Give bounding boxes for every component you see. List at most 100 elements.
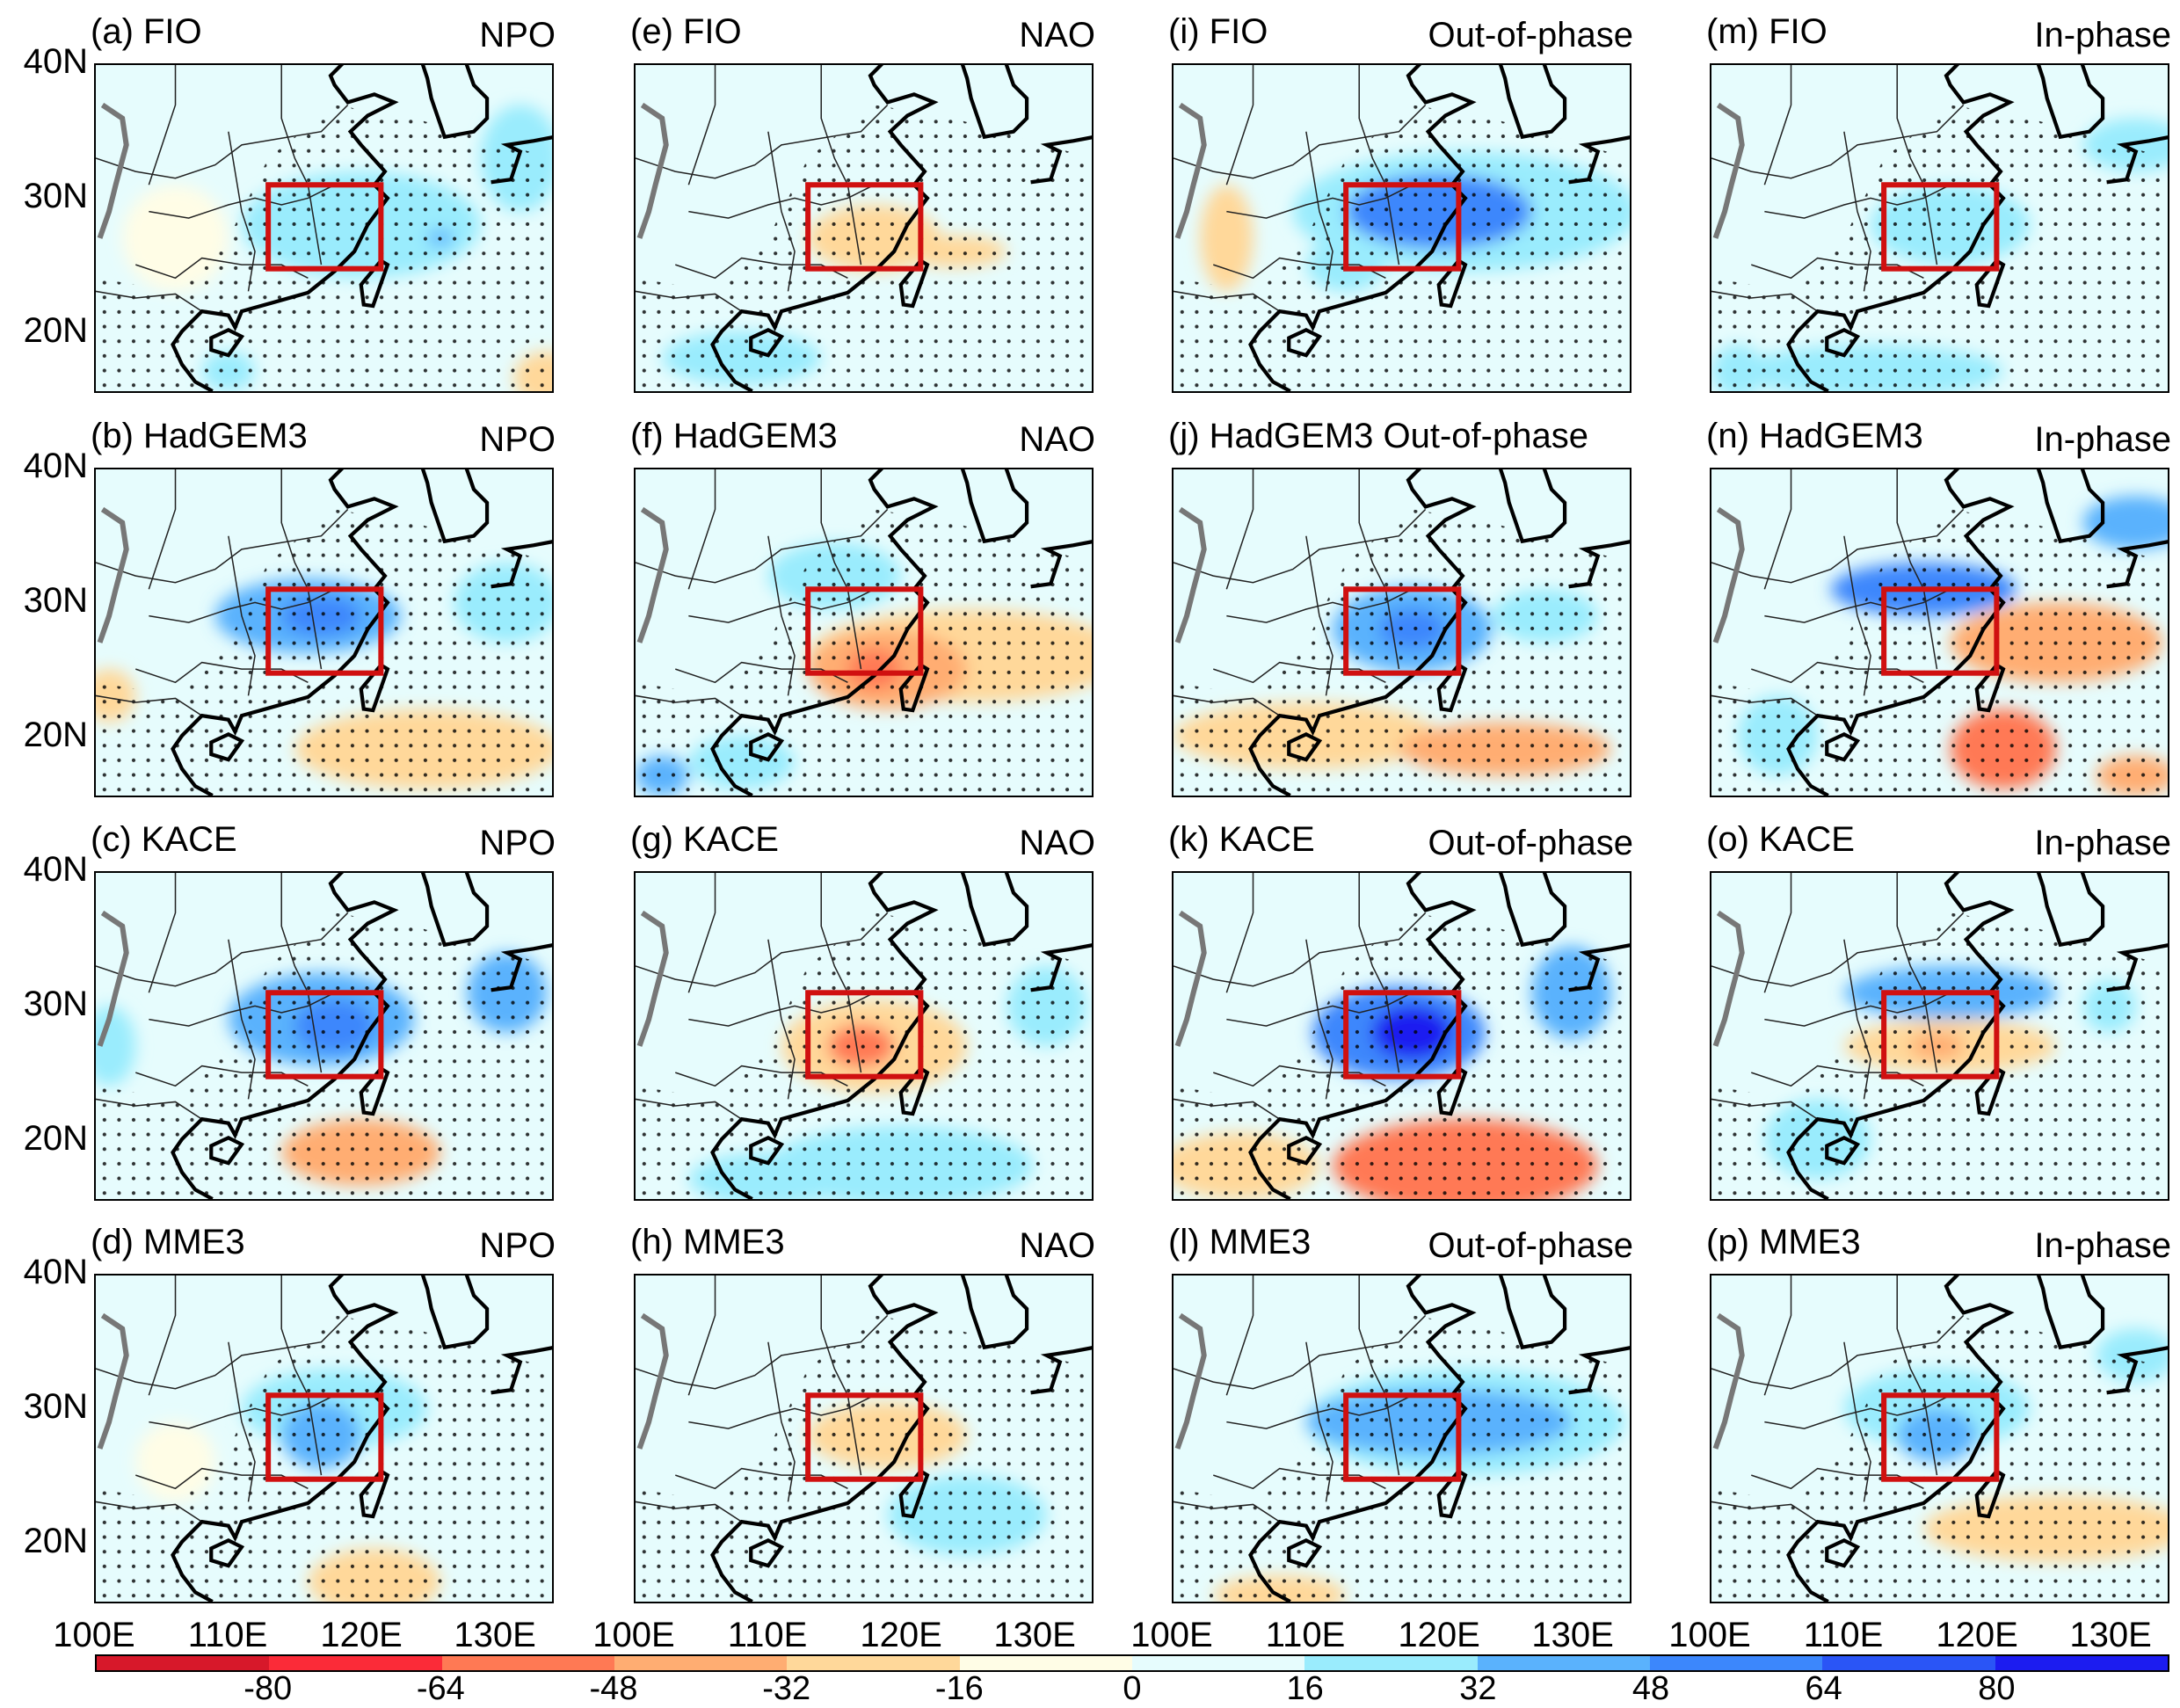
region-box [1343, 990, 1462, 1079]
map-panel: (p) MME3 In-phase [1706, 1223, 2171, 1603]
lon-tick-label: 130E [993, 1616, 1076, 1654]
panel-phase-label: In-phase [2034, 824, 2171, 862]
province-border [1305, 131, 1333, 292]
plateau-contour [636, 910, 669, 1047]
coastline [898, 1468, 930, 1519]
coastline [2036, 469, 2105, 544]
coastline [1030, 1346, 1092, 1395]
plateau-contour [97, 506, 129, 643]
province-border [1896, 469, 1938, 670]
coastline [359, 1468, 390, 1519]
significance-stippling [1174, 1315, 1630, 1602]
coastline [1974, 258, 2006, 309]
coastline [710, 1276, 939, 1602]
panel-phase-label: NAO [1019, 824, 1095, 862]
region-box [1343, 182, 1462, 272]
colorbar-tick-label: 64 [1805, 1670, 1842, 1707]
province-border [1896, 65, 1938, 265]
panel-title: (j) HadGEM3 Out-of-phase [1168, 417, 1588, 455]
province-border [96, 1501, 203, 1523]
province-border [1226, 588, 1413, 623]
province-border [228, 939, 256, 1100]
province-border [149, 588, 335, 623]
colorbar-tick-label: -48 [589, 1670, 638, 1707]
province-border [1174, 508, 1427, 584]
province-border [1225, 65, 1254, 185]
province-border [636, 1098, 743, 1120]
province-border [148, 469, 177, 590]
coastline [710, 873, 939, 1199]
region-box [1343, 586, 1462, 676]
panel-phase-label: NAO [1019, 420, 1095, 459]
significance-stippling [96, 105, 552, 391]
coastline [1248, 469, 1477, 796]
coastline [171, 469, 399, 796]
region-box [265, 586, 384, 676]
colorbar-tick-label: 16 [1286, 1670, 1324, 1707]
plateau-contour [97, 102, 129, 239]
coastline [1786, 65, 2015, 391]
province-border [687, 1276, 716, 1396]
colorbar-swatch [1995, 1656, 2168, 1670]
colorbar-tick-label: 0 [1123, 1670, 1142, 1707]
province-border [1764, 992, 1951, 1027]
coastline [420, 1276, 490, 1350]
coastline [490, 1346, 552, 1395]
coastline [710, 65, 939, 391]
province-border [1763, 873, 1792, 993]
province-border [820, 469, 862, 670]
province-border [1225, 873, 1254, 993]
significance-stippling [636, 509, 1092, 796]
lon-tick-label: 110E [727, 1616, 808, 1654]
map-plot [634, 871, 1094, 1201]
panel-title: (a) FIO [91, 12, 202, 51]
plateau-contour [1712, 910, 1745, 1047]
province-border [280, 469, 323, 670]
province-border [96, 508, 349, 584]
coastline [1498, 873, 1567, 948]
colorbar-swatch [97, 1656, 270, 1670]
coastline [1248, 873, 1477, 1199]
coastline [1287, 327, 1323, 358]
coastline [1248, 1276, 1477, 1602]
lon-tick-label: 100E [1130, 1616, 1213, 1654]
province-border [636, 104, 889, 179]
significance-stippling [636, 105, 1092, 391]
panel-title: (e) FIO [630, 12, 742, 51]
panel-phase-label: In-phase [2034, 1226, 2171, 1265]
plateau-contour [97, 1312, 129, 1450]
province-border [1225, 1276, 1254, 1396]
lon-tick-label: 110E [1803, 1616, 1884, 1654]
province-border [228, 131, 256, 292]
plateau-contour [636, 102, 669, 239]
province-border [1711, 508, 1965, 584]
coastline [1287, 731, 1323, 762]
panel-phase-label: NAO [1019, 1226, 1095, 1265]
lat-tick-label: 20N [23, 716, 88, 755]
map-plot [94, 1274, 554, 1603]
coastline [420, 873, 490, 948]
province-border [1358, 1276, 1400, 1476]
coastline [1825, 327, 1861, 358]
plateau-contour [1712, 506, 1745, 643]
plateau-contour [1174, 102, 1207, 239]
province-border [1174, 694, 1281, 716]
colorbar-swatch [1822, 1656, 1995, 1670]
colorbar-tick-label: -64 [416, 1670, 465, 1707]
colorbar-tick-label: 48 [1631, 1670, 1670, 1707]
significance-stippling [1174, 105, 1630, 391]
province-border [820, 873, 862, 1073]
map-panel: (f) HadGEM3 NAO [630, 417, 1095, 797]
significance-stippling [1174, 509, 1630, 796]
plateau-contour [636, 506, 669, 643]
province-border [1358, 873, 1400, 1073]
map-plot [94, 871, 554, 1201]
coastline [420, 65, 490, 140]
colorbar-swatch [441, 1656, 614, 1670]
significance-stippling [1711, 509, 2168, 796]
coastline [1825, 731, 1861, 762]
map-panel: (b) HadGEM3 NPO [91, 417, 556, 797]
coastline [209, 1135, 245, 1166]
coastline [2106, 540, 2168, 589]
lon-tick-label: 130E [2069, 1616, 2152, 1654]
